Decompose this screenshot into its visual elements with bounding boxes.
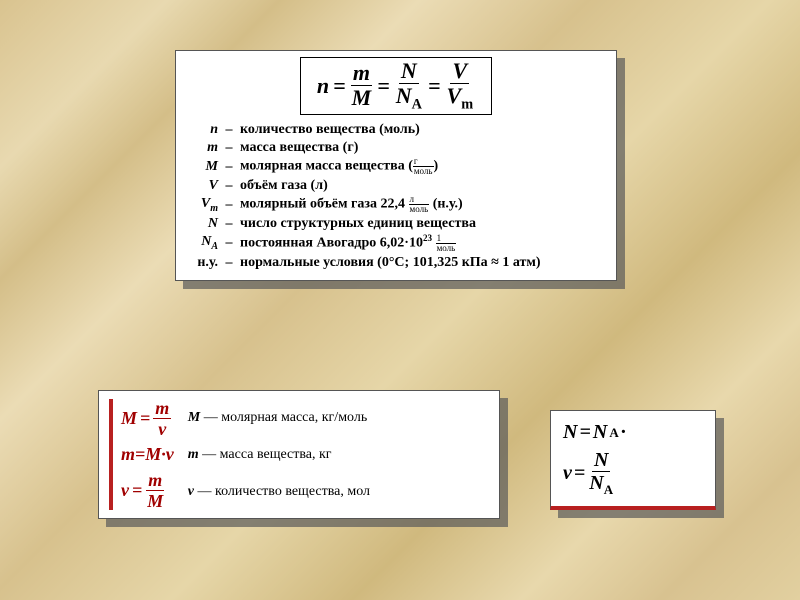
def-text: нормальные условия (0°С; 101,325 кПа ≈ 1… xyxy=(240,255,606,271)
avogadro-formulas: N =NA · ν = N NA xyxy=(563,421,703,496)
def-text: масса вещества (г) xyxy=(240,140,606,156)
def-symbol: N xyxy=(186,216,218,232)
def-text: молярный объём газа 22,4 лмоль (н.у.) xyxy=(240,195,606,214)
def-symbol: n xyxy=(186,122,218,138)
legend-row: ν — количество вещества, мол xyxy=(188,484,370,500)
def-symbol: V xyxy=(186,178,218,194)
def-symbol: m xyxy=(186,140,218,156)
formula-nu-eq-m-over-M: ν = m M xyxy=(121,471,174,510)
unit-fraction: лмоль xyxy=(409,195,430,214)
legend-row: M — молярная масса, кг/моль xyxy=(188,410,370,426)
fraction: m ν xyxy=(153,399,171,438)
def-row: н.у. – нормальные условия (0°С; 101,325 … xyxy=(186,255,606,271)
def-row: M – молярная масса вещества (гмоль) xyxy=(186,157,606,176)
unit-fraction: 1моль xyxy=(436,234,457,253)
def-symbol: Vm xyxy=(186,196,218,214)
def-dash: – xyxy=(218,235,240,251)
fraction-N-over-NA: N NA xyxy=(394,60,424,112)
def-row: Vm – молярный объём газа 22,4 лмоль (н.у… xyxy=(186,195,606,214)
formula-N-eq-NA: N =NA · xyxy=(563,421,626,444)
def-dash: – xyxy=(218,255,240,271)
formula-eq: = xyxy=(428,75,441,97)
def-row: N – число структурных единиц вещества xyxy=(186,216,606,232)
formula-eq: = xyxy=(377,75,390,97)
def-symbol: NA xyxy=(186,234,218,252)
fraction: m M xyxy=(145,471,165,510)
def-text: молярная масса вещества (гмоль) xyxy=(240,157,606,176)
main-formula-box: n = m M = N NA = V Vm xyxy=(300,57,492,115)
def-dash: – xyxy=(218,178,240,194)
definitions-list: n – количество вещества (моль) m – масса… xyxy=(186,122,606,270)
molar-mass-legend: M — молярная масса, кг/моль m — масса ве… xyxy=(188,399,370,510)
unit-fraction: гмоль xyxy=(413,157,434,176)
def-dash: – xyxy=(218,140,240,156)
formula-lhs: n xyxy=(317,75,329,97)
formula-eq: = xyxy=(333,75,346,97)
def-dash: – xyxy=(218,197,240,213)
def-text: постоянная Авогадро 6,02·1023 1моль xyxy=(240,233,606,253)
def-text: число структурных единиц вещества xyxy=(240,216,606,232)
molar-mass-card: M = m ν m=M·ν ν = m M M — молярная масса… xyxy=(98,390,500,519)
def-text: количество вещества (моль) xyxy=(240,122,606,138)
avogadro-card: N =NA · ν = N NA xyxy=(550,410,716,510)
formula-reference-card: n = m M = N NA = V Vm n – xyxy=(175,50,617,281)
molar-mass-formulas: M = m ν m=M·ν ν = m M xyxy=(109,399,174,510)
main-formula-container: n = m M = N NA = V Vm xyxy=(186,57,606,121)
formula-M-eq-m-over-nu: M = m ν xyxy=(121,399,174,438)
fraction: N NA xyxy=(587,450,615,496)
def-row: n – количество вещества (моль) xyxy=(186,122,606,138)
formula-nu-eq-N-over-NA: ν = N NA xyxy=(563,450,615,496)
fraction-m-over-M: m M xyxy=(350,62,374,109)
def-dash: – xyxy=(218,159,240,175)
def-symbol: M xyxy=(186,159,218,175)
def-row: V – объём газа (л) xyxy=(186,178,606,194)
def-symbol: н.у. xyxy=(186,255,218,271)
legend-row: m — масса вещества, кг xyxy=(188,447,370,463)
fraction-V-over-Vm: V Vm xyxy=(445,60,476,112)
amount-of-substance-formula: n = m M = N NA = V Vm xyxy=(317,60,475,112)
def-row: NA – постоянная Авогадро 6,02·1023 1моль xyxy=(186,233,606,253)
def-row: m – масса вещества (г) xyxy=(186,140,606,156)
formula-m-eq-M-nu: m=M·ν xyxy=(121,444,174,465)
def-dash: – xyxy=(218,216,240,232)
def-text: объём газа (л) xyxy=(240,178,606,194)
def-dash: – xyxy=(218,122,240,138)
